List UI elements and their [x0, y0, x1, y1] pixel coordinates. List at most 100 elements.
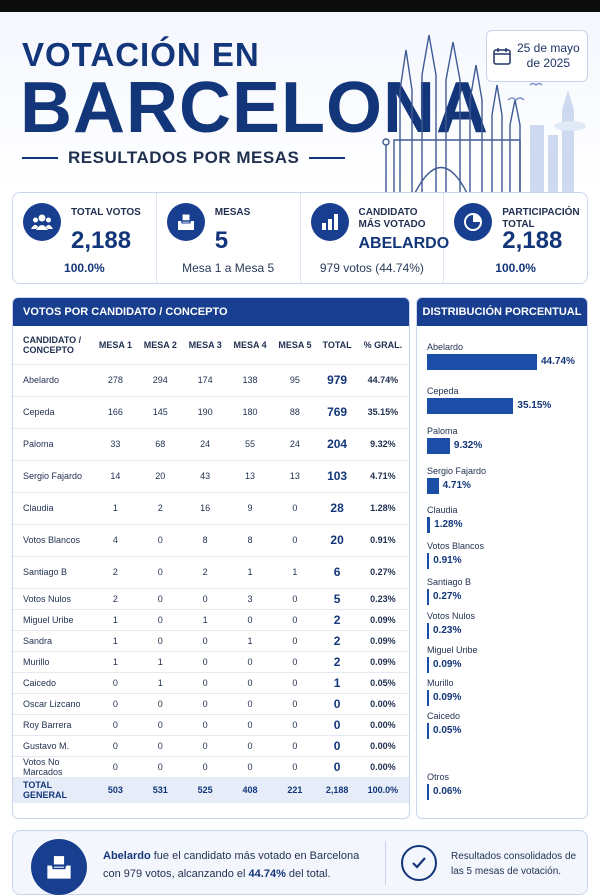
table-cell: 0.09% [356, 650, 409, 672]
table-cell: 0 [227, 608, 273, 630]
footer-note: Resultados consolidados de las 5 mesas d… [451, 851, 577, 877]
table-row: Sandra 1 0 0 1 0 2 0.09% [13, 629, 409, 651]
table-cell: 0.09% [356, 608, 409, 630]
distribution-bar-row: 4.71% [427, 478, 585, 494]
distribution-bar-row: 0.91% [427, 553, 585, 569]
table-cell: 174 [182, 363, 228, 396]
table-row: Cepeda 166 145 190 180 88 769 35.15% [13, 395, 409, 428]
table-cell: 20 [317, 523, 357, 556]
kpi-value: 2,188 [502, 227, 563, 254]
table-cell: Miguel Uribe [13, 608, 93, 630]
pie-chart-icon [454, 203, 493, 241]
table-row: Santiago B 2 0 2 1 1 6 0.27% [13, 555, 409, 588]
table-cell: 0 [317, 713, 357, 735]
table-cell: Caicedo [13, 671, 93, 693]
table-cell: 103 [317, 459, 357, 492]
table-cell: 1 [93, 629, 138, 651]
table-cell: 2 [93, 587, 138, 609]
table-cell: 166 [93, 395, 138, 428]
table-cell: Gustavo M. [13, 734, 93, 756]
table-cell: 0 [93, 755, 138, 777]
distribution-value: 0.09% [433, 659, 462, 670]
distribution-bar-row: 0.09% [427, 657, 585, 673]
distribution-label: Miguel Uribe [427, 645, 478, 655]
distribution-value: 0.23% [433, 625, 462, 636]
table-cell: 0 [227, 734, 273, 756]
table-row: Oscar Lizcano 0 0 0 0 0 0 0.00% [13, 692, 409, 714]
table-cell: 0 [93, 713, 138, 735]
table-cell: 13 [227, 459, 273, 492]
table-cell: 0 [272, 650, 318, 672]
distribution-item: Claudia 1.28% [427, 505, 585, 533]
table-cell: 0 [227, 671, 273, 693]
table-total-row: TOTAL GENERAL 503 531 525 408 221 2,188 100.0% [13, 776, 409, 803]
table-cell: 9.32% [356, 427, 409, 460]
table-cell: 0.91% [356, 523, 409, 556]
subtitle-line-left [22, 157, 58, 159]
table-cell: 43 [182, 459, 228, 492]
table-cell: 0 [317, 755, 357, 777]
table-cell: 204 [317, 427, 357, 460]
table-cell: 55 [227, 427, 273, 460]
table-header-cell: MESA 4 [233, 339, 267, 350]
table-cell: 0 [272, 713, 318, 735]
table-cell: 4 [93, 523, 138, 556]
distribution-bar-row: 0.06% [427, 784, 585, 800]
distribution-panel: DISTRIBUCIÓN PORCENTUAL Abelardo 44.74% Ce… [416, 297, 588, 819]
subtitle: RESULTADOS POR MESAS [68, 148, 300, 167]
table-cell: 0 [227, 713, 273, 735]
table-cell: 0 [93, 734, 138, 756]
title-line-1: VOTACIÓN EN [22, 36, 260, 73]
table-cell: 8 [182, 523, 228, 556]
kpi-foot: 100.0% [495, 261, 536, 275]
table-cell: 769 [317, 395, 357, 428]
kpi-foot: 979 votos (44.74%) [319, 261, 424, 275]
table-cell: 24 [272, 427, 318, 460]
table-cell: 0 [182, 587, 228, 609]
footer-pct: 44.74% [248, 868, 286, 880]
kpi-row: TOTAL VOTOS 2,188 100.0% MESAS 5 Mesa 1 … [12, 192, 588, 284]
table-header-cell: MESA 2 [143, 339, 177, 350]
distribution-bar-row: 0.05% [427, 723, 585, 739]
distribution-bar [427, 478, 439, 494]
kpi-value: 5 [214, 227, 229, 254]
distribution-label: Sergio Fajardo [427, 466, 487, 476]
table-cell: Sergio Fajardo [13, 459, 93, 492]
table-cell: 0 [137, 692, 183, 714]
kpi-foot: 100.0% [64, 261, 105, 275]
distribution-value: 44.74% [541, 356, 575, 367]
header: VOTACIÓN EN BARCELONA RESULTADOS POR MES… [0, 12, 600, 192]
distribution-item: Miguel Uribe 0.09% [427, 645, 585, 673]
table-cell: Roy Barrera [13, 713, 93, 735]
distribution-label: Santiago B [427, 577, 472, 587]
table-cell: 0 [137, 608, 183, 630]
footer-divider [385, 841, 386, 885]
table-cell: 2 [182, 555, 228, 588]
table-cell: 0 [93, 671, 138, 693]
distribution-bar [427, 657, 429, 673]
table-cell: 1 [137, 671, 183, 693]
distribution-label: Votos Blancos [427, 541, 485, 551]
table-cell: 20 [137, 459, 183, 492]
distribution-bar-row: 0.09% [427, 690, 585, 706]
table-total-cell: 100.0% [356, 776, 409, 803]
table-total-cell: 408 [227, 776, 273, 803]
date-text: 25 de mayo de 2025 [517, 41, 580, 70]
table-row: Roy Barrera 0 0 0 0 0 0 0.00% [13, 713, 409, 735]
table-cell: 0 [272, 523, 318, 556]
distribution-bar-row: 0.27% [427, 589, 585, 605]
kpi-label: TOTAL VOTOS [71, 207, 141, 218]
table-cell: 0 [272, 671, 318, 693]
subtitle-wrap: RESULTADOS POR MESAS [22, 148, 346, 168]
table-cell: 1 [137, 650, 183, 672]
distribution-bar [427, 354, 537, 370]
distribution-item: Paloma 9.32% [427, 426, 585, 454]
table-row: Claudia 1 2 16 9 0 28 1.28% [13, 491, 409, 524]
table-cell: 8 [227, 523, 273, 556]
table-cell: 0 [137, 523, 183, 556]
table-cell: Abelardo [13, 363, 93, 396]
table-row: Caicedo 0 1 0 0 0 1 0.05% [13, 671, 409, 693]
table-cell: Claudia [13, 491, 93, 524]
distribution-bar [427, 589, 429, 605]
kpi-total-votos: TOTAL VOTOS 2,188 100.0% [13, 193, 157, 283]
